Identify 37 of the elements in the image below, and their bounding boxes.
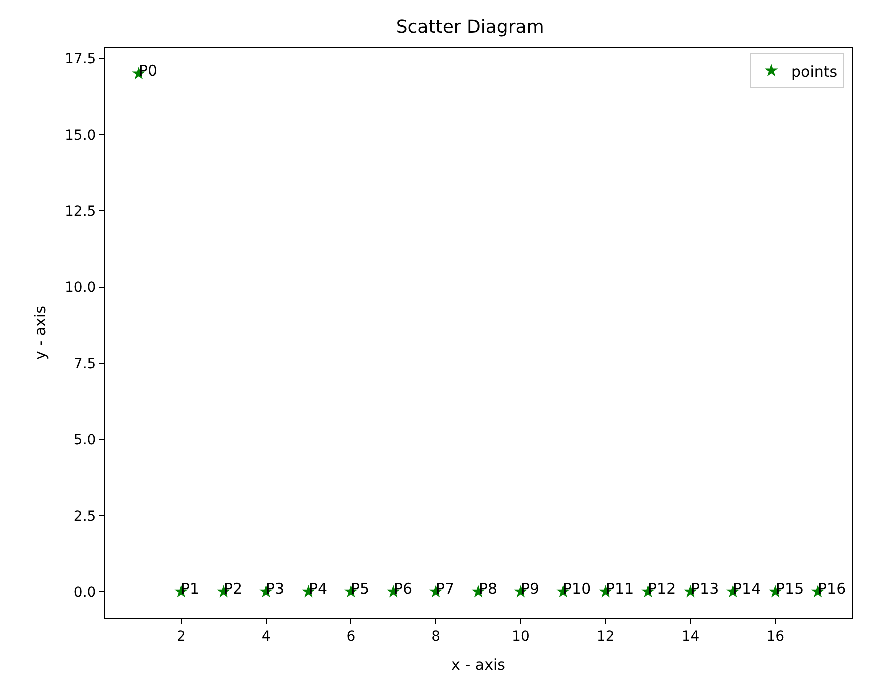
y-tick-label: 12.5: [65, 204, 96, 220]
y-tick-label: 7.5: [74, 356, 96, 372]
annotation: P13: [691, 580, 720, 598]
annotation: P5: [351, 580, 370, 598]
annotation: P9: [521, 580, 540, 598]
annotation: P6: [394, 580, 413, 598]
chart-title: Scatter Diagram: [396, 17, 544, 38]
x-tick-label: 10: [512, 628, 530, 645]
y-tick-label: 0.0: [74, 584, 96, 601]
y-tick-label: 10.0: [65, 280, 96, 296]
y-tick-label: 15.0: [65, 128, 96, 144]
x-tick-label: 8: [432, 628, 441, 645]
annotation: P2: [224, 580, 243, 598]
annotation: P16: [818, 580, 846, 598]
x-tick-label: 2: [176, 628, 186, 645]
annotation: P1: [181, 580, 200, 598]
y-tick-label: 2.5: [74, 508, 96, 525]
y-tick-label: 17.5: [65, 52, 96, 68]
annotation: P11: [606, 580, 634, 598]
legend-label: points: [792, 62, 838, 81]
x-tick-label: 6: [346, 628, 356, 645]
annotation: P15: [776, 580, 804, 598]
annotation: P7: [436, 580, 455, 598]
annotation: P4: [309, 580, 328, 598]
annotation: P10: [563, 580, 592, 598]
y-tick-label: 5.0: [74, 432, 96, 449]
annotation: P8: [479, 580, 498, 598]
x-tick-label: 16: [766, 628, 785, 645]
x-tick-label: 14: [682, 628, 700, 645]
x-tick-label: 4: [262, 628, 271, 645]
annotation: P0: [139, 62, 158, 80]
annotation: P14: [733, 580, 762, 598]
annotation: P12: [648, 580, 676, 598]
x-axis-title: x - axis: [452, 656, 506, 674]
x-tick-label: 12: [596, 628, 615, 645]
annotation: P3: [266, 580, 285, 598]
y-axis-title: y - axis: [31, 306, 50, 360]
